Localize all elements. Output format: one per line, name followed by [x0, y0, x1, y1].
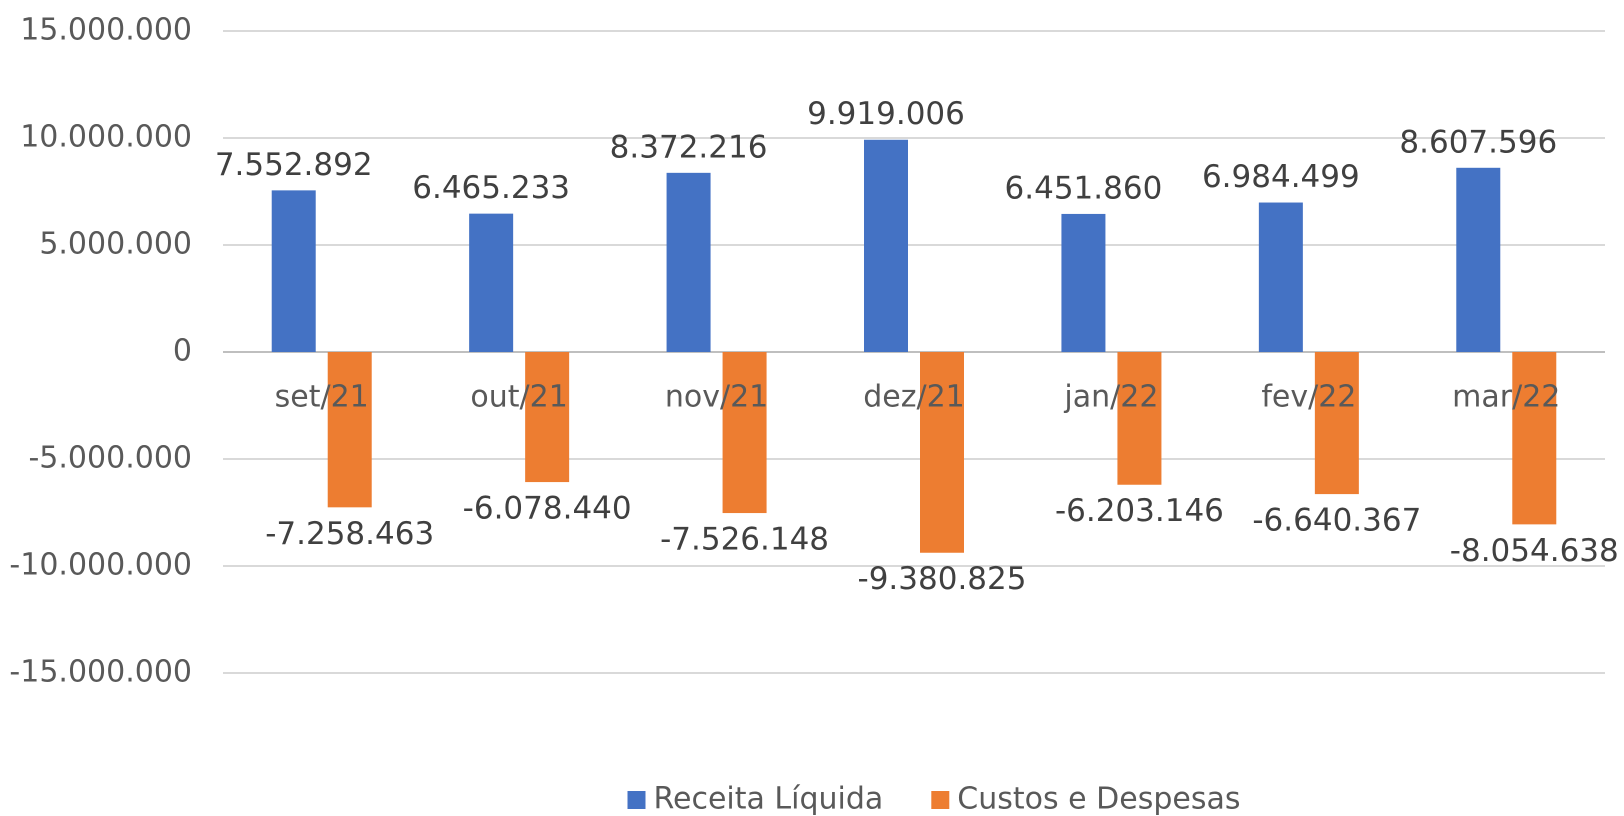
y-tick-label: -15.000.000 [9, 655, 192, 690]
bar [1456, 167, 1501, 352]
x-tick-label: nov/21 [665, 380, 768, 415]
legend-item: Receita Líquida [627, 782, 884, 816]
data-label: -7.258.463 [265, 516, 434, 552]
x-tick-label: out/21 [470, 380, 567, 415]
data-label: -8.054.638 [1450, 533, 1619, 569]
x-tick-label: mar/22 [1452, 380, 1560, 415]
legend-item: Custos e Despesas [931, 782, 1241, 816]
data-label: 8.607.596 [1399, 124, 1557, 160]
data-label: -6.203.146 [1055, 493, 1224, 529]
bar [1258, 202, 1303, 352]
y-tick-label: 0 [173, 334, 192, 369]
data-label: -6.640.367 [1252, 503, 1421, 539]
data-label: 6.451.860 [1005, 170, 1163, 206]
x-tick-label: jan/22 [1063, 380, 1158, 415]
legend-label: Custos e Despesas [957, 782, 1240, 816]
y-tick-label: 5.000.000 [39, 227, 192, 262]
bar [271, 190, 316, 352]
bar [1117, 352, 1162, 485]
bar [1061, 213, 1106, 352]
data-label: 9.919.006 [807, 96, 965, 132]
bar [1512, 352, 1557, 525]
x-tick-label: fev/22 [1261, 380, 1356, 415]
data-label: -7.526.148 [660, 522, 829, 558]
y-tick-label: -5.000.000 [28, 441, 192, 476]
data-label: -6.078.440 [463, 491, 632, 527]
bar [1314, 352, 1359, 495]
bar [722, 352, 767, 514]
bar [864, 139, 908, 352]
bar [469, 213, 514, 352]
legend-swatch [627, 791, 646, 809]
y-tick-label: -10.000.000 [9, 548, 192, 583]
bar [327, 352, 372, 508]
legend-swatch [931, 791, 950, 809]
legend-label: Receita Líquida [654, 782, 884, 816]
bar [525, 352, 570, 483]
data-label: 8.372.216 [610, 129, 768, 165]
x-tick-label: dez/21 [863, 380, 965, 415]
data-label: 6.465.233 [412, 170, 570, 206]
bar [666, 172, 711, 352]
x-tick-label: set/21 [275, 380, 369, 415]
data-label: -9.380.825 [858, 561, 1027, 597]
bar [920, 352, 964, 553]
data-label: 7.552.892 [215, 147, 373, 183]
y-tick-label: 15.000.000 [20, 13, 192, 48]
y-tick-label: 10.000.000 [20, 120, 192, 155]
data-label: 6.984.499 [1202, 159, 1360, 195]
